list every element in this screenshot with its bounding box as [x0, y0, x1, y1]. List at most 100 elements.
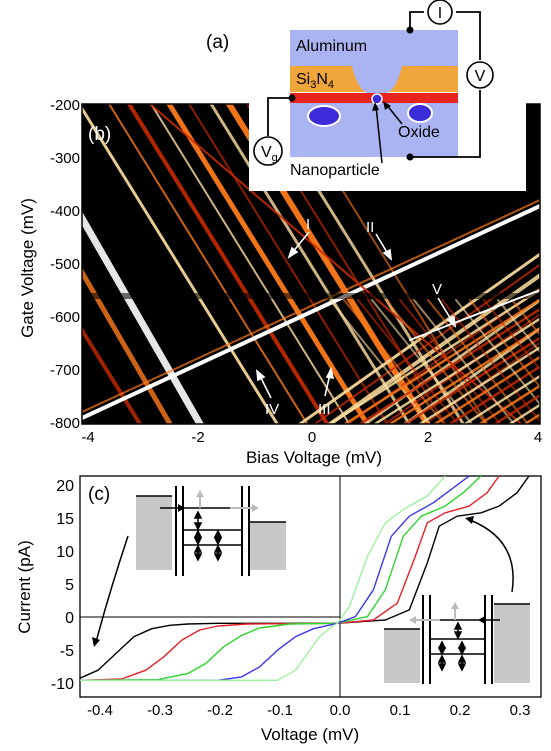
- x-tick: 0.0: [330, 702, 351, 719]
- x-tick: 0.2: [450, 702, 471, 719]
- conductance-line: [149, 104, 523, 424]
- conductance-line: [82, 204, 540, 420]
- conductance-line: [373, 317, 540, 424]
- iv-curve-2: [80, 476, 482, 681]
- voltmeter-label: V: [475, 68, 486, 85]
- conductance-line: [166, 104, 371, 424]
- arrow-v-head: [446, 315, 457, 328]
- aluminum-funnel: [352, 66, 402, 94]
- arrow-v: [437, 297, 453, 322]
- conductance-line: [328, 272, 540, 424]
- label-v: V: [432, 281, 442, 298]
- iv-curves: [80, 476, 530, 681]
- arrow-iv: [259, 375, 272, 399]
- conductance-line: [469, 299, 540, 389]
- y-tick: -400: [50, 203, 80, 220]
- conductance-line: [343, 298, 540, 424]
- conductance-line: [384, 313, 540, 424]
- gate-voltage-label: Vg: [261, 144, 278, 164]
- panel-c-x-ticks: -0.4 -0.3 -0.2 -0.1 0.0 0.1 0.2 0.3: [87, 702, 530, 719]
- conductance-line: [82, 211, 204, 424]
- heatmap-annotations: [255, 231, 457, 399]
- conductance-line: [187, 104, 389, 424]
- oxide-label: Oxide: [398, 124, 440, 141]
- panel-c-x-axis-label: Voltage (mV): [261, 725, 359, 744]
- conductance-line: [343, 299, 445, 424]
- conductance-line: [483, 299, 540, 372]
- arrow-ii-head: [382, 248, 393, 261]
- particle-blob: [307, 105, 341, 127]
- x-tick: -4: [81, 429, 94, 446]
- y-tick: -300: [50, 150, 80, 167]
- wire-node: [406, 153, 414, 161]
- arrow-iii-head: [325, 366, 335, 379]
- arrow-ii: [375, 233, 389, 255]
- x-tick: 4: [534, 429, 542, 446]
- conductance-line: [448, 365, 540, 424]
- x-tick: 0.3: [510, 702, 531, 719]
- panel-c-label: (c): [88, 484, 110, 505]
- conductance-line: [314, 263, 540, 424]
- label-iv: IV: [265, 401, 279, 418]
- left-lead: [136, 496, 172, 570]
- panel-c-y-axis-label: Current (pA): [15, 540, 34, 634]
- conductance-line: [493, 393, 540, 424]
- conductance-line: [478, 384, 540, 424]
- conductance-line: [409, 289, 540, 341]
- ammeter: I: [427, 0, 453, 25]
- conductance-line: [328, 288, 540, 424]
- y-tick: -200: [50, 97, 80, 114]
- oxide-pointer-head: [383, 101, 391, 110]
- conductance-line: [358, 307, 540, 424]
- y-tick: -10: [51, 676, 74, 693]
- aluminum-layer: [290, 30, 458, 68]
- left-lead: [384, 629, 420, 683]
- x-tick: 2: [424, 429, 432, 446]
- conductance-line: [463, 374, 540, 424]
- conductance-line: [149, 104, 351, 424]
- inset-pointer-right: [469, 519, 514, 593]
- x-tick: -0.4: [87, 702, 113, 719]
- x-tick: -0.3: [147, 702, 173, 719]
- x-tick: -0.2: [207, 702, 233, 719]
- x-tick: -0.1: [267, 702, 293, 719]
- conductance-line: [126, 104, 330, 424]
- ammeter-label: I: [438, 5, 442, 22]
- conductance-line: [329, 299, 431, 424]
- y-tick: -600: [50, 309, 80, 326]
- conductance-line: [107, 104, 309, 424]
- si3n4-label: Si3N4: [296, 71, 334, 91]
- inset-pointer-left: [95, 535, 129, 643]
- nanoparticle-dot: [371, 93, 383, 105]
- y-tick: 10: [56, 544, 74, 561]
- y-tick: -700: [50, 362, 80, 379]
- panel-b-y-tick-marks: [82, 103, 88, 423]
- wire-node: [288, 94, 296, 102]
- right-lead: [250, 522, 286, 570]
- label-ii: II: [366, 219, 374, 236]
- y-tick: -500: [50, 256, 80, 273]
- energy-diagram-right: [384, 516, 530, 684]
- conductance-line: [497, 299, 540, 354]
- y-tick: -800: [50, 415, 80, 432]
- arrow-iv-head: [255, 369, 266, 382]
- gate-voltage-source: Vg: [253, 136, 283, 166]
- right-lead: [494, 604, 530, 683]
- conductance-line: [82, 199, 540, 413]
- conductance-line: [403, 336, 540, 424]
- panel-b-label: (b): [88, 124, 111, 145]
- x-tick: 0: [308, 429, 316, 446]
- conductance-line: [82, 105, 280, 424]
- conductance-line: [371, 299, 473, 424]
- aluminum-label: Aluminum: [296, 38, 367, 55]
- panel-b-y-ticks: -200 -300 -400 -500 -600 -700 -800: [50, 97, 80, 432]
- y-tick: 0: [65, 610, 74, 627]
- conductance-line: [82, 326, 142, 424]
- y-tick: -5: [60, 643, 74, 660]
- x-tick: 0.1: [390, 702, 411, 719]
- conductance-line: [388, 326, 540, 424]
- heatmap-annotation-labels: I II V IV III: [265, 216, 442, 418]
- panel-b-x-ticks: -4 -2 0 2 4: [81, 429, 542, 446]
- conductance-line: [511, 299, 540, 337]
